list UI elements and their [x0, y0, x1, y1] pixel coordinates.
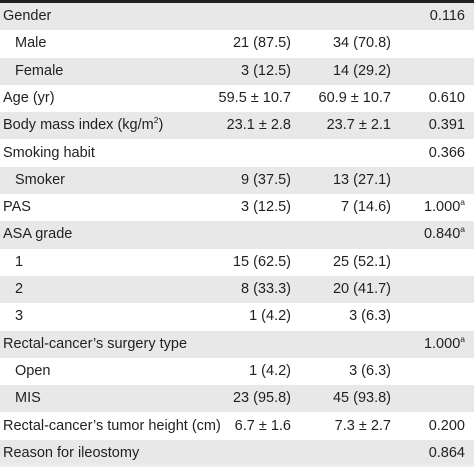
row-label: Male: [15, 35, 47, 52]
p-value: 0.391: [428, 117, 465, 134]
row-label: PAS: [3, 199, 31, 216]
table-row-surgery-type: Rectal-cancer’s surgery type 1.000a: [0, 330, 474, 358]
group-b-value: 3 (6.3): [349, 308, 391, 325]
table-row-open: Open 1 (4.2) 3 (6.3): [0, 358, 474, 385]
group-a-value: 6.7 ± 1.6: [234, 417, 291, 434]
table-top-rule: [0, 0, 474, 3]
table-row-asa-3: 3 1 (4.2) 3 (6.3): [0, 303, 474, 330]
row-label: Age (yr): [3, 89, 55, 106]
group-b-value: 7.3 ± 2.7: [334, 417, 391, 434]
table-row-bmi: Body mass index (kg/m2) 23.1 ± 2.8 23.7 …: [0, 112, 474, 140]
table-row-gender: Gender 0.116: [0, 3, 474, 31]
row-label: 2: [15, 281, 24, 297]
table-row-reason-ileostomy: Reason for ileostomy 0.864: [0, 439, 474, 468]
p-value: 0.864: [428, 444, 465, 461]
group-b-value: 25 (52.1): [332, 253, 391, 270]
group-b-value: 60.9 ± 10.7: [318, 89, 391, 106]
row-label: Reason for ileostomy: [3, 444, 140, 461]
p-value: 1.000a: [423, 333, 465, 352]
row-label: Smoking habit: [3, 144, 95, 161]
row-label: Female: [15, 62, 64, 79]
table-row-asa-grade: ASA grade 0.840a: [0, 221, 474, 249]
table-row-smoker: Smoker 9 (37.5) 13 (27.1): [0, 166, 474, 195]
table-row-mis: MIS 23 (95.8) 45 (93.8): [0, 385, 474, 413]
group-a-value: 3 (12.5): [241, 62, 291, 79]
group-b-value: 14 (29.2): [332, 62, 391, 79]
table-row-asa-1: 1 15 (62.5) 25 (52.1): [0, 249, 474, 276]
group-a-value: 8 (33.3): [241, 281, 291, 297]
row-label: Gender: [3, 8, 52, 24]
group-b-value: 34 (70.8): [332, 35, 391, 52]
table-row-asa-2: 2 8 (33.3) 20 (41.7): [0, 276, 474, 304]
row-label: Rectal-cancer’s tumor height (cm): [3, 417, 221, 434]
group-a-value: 3 (12.5): [241, 199, 291, 216]
p-value: 0.610: [428, 89, 465, 106]
group-b-value: 13 (27.1): [332, 171, 391, 188]
row-label: Open: [15, 362, 51, 379]
group-a-value: 59.5 ± 10.7: [218, 89, 291, 106]
group-a-value: 23 (95.8): [232, 390, 291, 407]
group-a-value: 1 (4.2): [249, 362, 291, 379]
table-row-male: Male 21 (87.5) 34 (70.8): [0, 30, 474, 57]
group-b-value: 20 (41.7): [332, 281, 391, 297]
group-b-value: 3 (6.3): [349, 362, 391, 379]
table-row-pas: PAS 3 (12.5) 7 (14.6) 1.000a: [0, 194, 474, 221]
table-row-smoking-habit: Smoking habit 0.366: [0, 140, 474, 167]
group-b-value: 7 (14.6): [341, 199, 391, 216]
p-value: 0.116: [429, 8, 465, 24]
group-a-value: 23.1 ± 2.8: [226, 117, 291, 134]
p-value: 0.366: [428, 144, 465, 161]
group-a-value: 1 (4.2): [249, 308, 291, 325]
table-row-female: Female 3 (12.5) 14 (29.2): [0, 57, 474, 85]
row-label: Rectal-cancer’s surgery type: [3, 335, 188, 352]
row-label: ASA grade: [3, 226, 73, 243]
row-label: MIS: [15, 390, 41, 407]
group-a-value: 15 (62.5): [232, 253, 291, 270]
row-label: 1: [15, 253, 24, 270]
table-row-age: Age (yr) 59.5 ± 10.7 60.9 ± 10.7 0.610: [0, 85, 474, 112]
table-row-tumor-height: Rectal-cancer’s tumor height (cm) 6.7 ± …: [0, 413, 474, 440]
group-b-value: 23.7 ± 2.1: [326, 117, 391, 134]
row-label: 3: [15, 308, 24, 325]
row-label: Smoker: [15, 171, 65, 188]
p-value: 0.200: [428, 417, 465, 434]
group-a-value: 9 (37.5): [241, 171, 291, 188]
p-value: 0.840a: [423, 224, 465, 243]
row-label: Body mass index (kg/m2): [3, 115, 164, 134]
group-a-value: 21 (87.5): [232, 35, 291, 52]
p-value: 1.000a: [423, 197, 465, 216]
group-b-value: 45 (93.8): [332, 390, 391, 407]
